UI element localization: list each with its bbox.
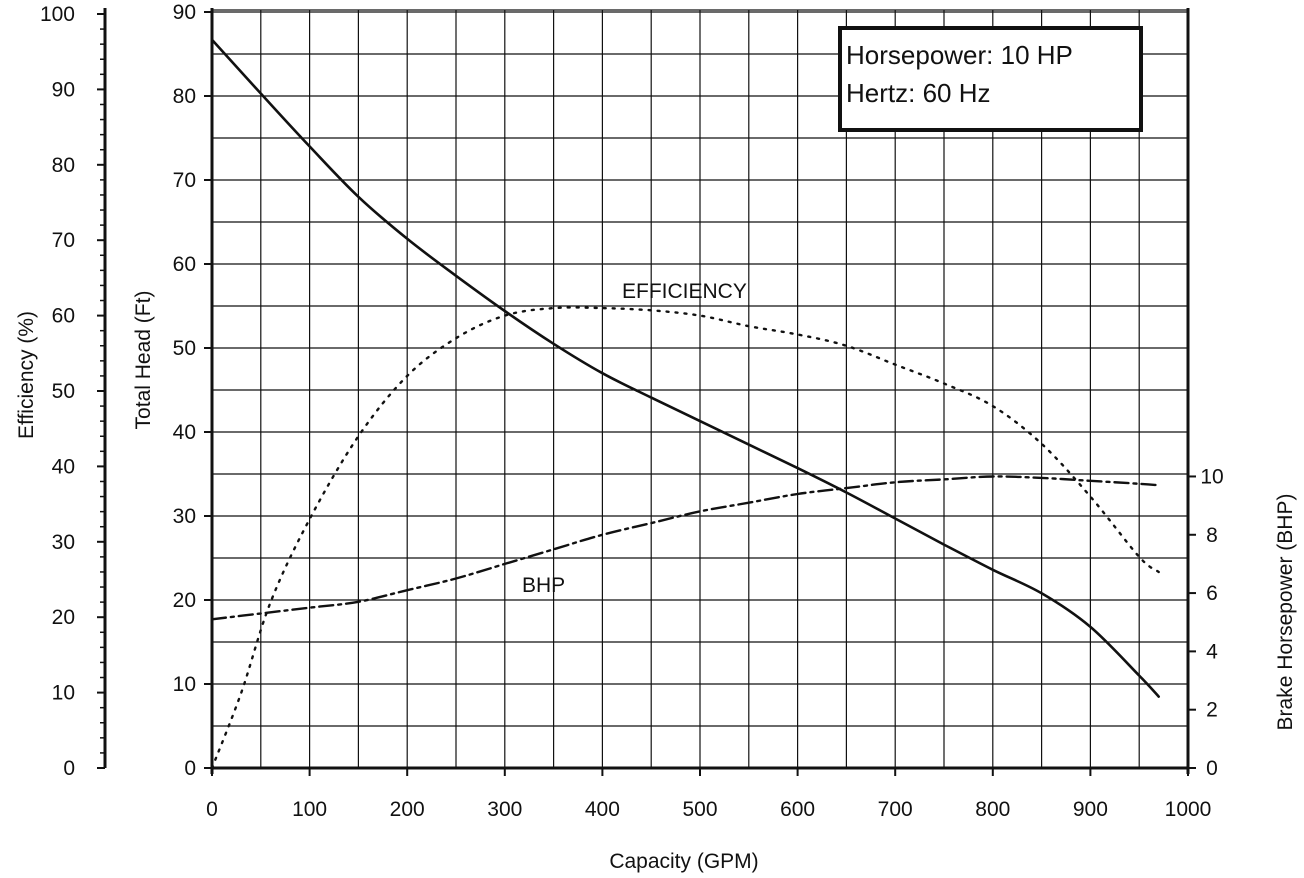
info-box-hertz: Hertz: 60 Hz: [846, 78, 991, 108]
bhp-tick-label: 8: [1206, 524, 1218, 547]
info-box-horsepower: Horsepower: 10 HP: [846, 40, 1073, 70]
x-tick-label: 900: [1073, 798, 1108, 821]
efficiency-tick-label: 90: [52, 78, 75, 101]
efficiency-curve: [210, 306, 1160, 770]
total-head-curve: [210, 38, 1160, 698]
info-box-frame: [838, 26, 1143, 132]
head-tick-label: 10: [173, 673, 196, 696]
axes: [97, 8, 1196, 776]
bhp-tick-label: 6: [1206, 582, 1218, 605]
x-tick-label: 300: [487, 798, 522, 821]
x-axis-title: Capacity (GPM): [609, 850, 758, 873]
head-tick-label: 30: [173, 505, 196, 528]
annotation-efficiency: EFFICIENCY: [622, 280, 747, 303]
bhp-curve: [210, 475, 1160, 621]
efficiency-tick-label: 20: [52, 606, 75, 629]
efficiency-tick-label: 50: [52, 380, 75, 403]
x-tick-label: 400: [585, 798, 620, 821]
x-tick-label: 1000: [1165, 798, 1212, 821]
tick-labels: 0 100 200 300 400 500 600 700 800 900 100001020304…: [40, 1, 1224, 821]
annotation-bhp: BHP: [522, 574, 565, 597]
head-tick-label: 80: [173, 85, 196, 108]
x-tick-label: 600: [780, 798, 815, 821]
head-tick-label: 20: [173, 589, 196, 612]
efficiency-tick-label: 70: [52, 229, 75, 252]
efficiency-tick-label: 100: [40, 3, 75, 26]
head-tick-label: 60: [173, 253, 196, 276]
bhp-tick-label: 10: [1200, 465, 1223, 488]
head-tick-label: 40: [173, 421, 196, 444]
head-tick-label: 90: [173, 1, 196, 24]
head-tick-label: 0: [184, 757, 196, 780]
x-tick-label: 200: [390, 798, 425, 821]
x-tick-label: 100: [292, 798, 327, 821]
series-group: [210, 38, 1160, 770]
x-tick-label: 800: [975, 798, 1010, 821]
head-tick-label: 70: [173, 169, 196, 192]
bhp-tick-label: 2: [1206, 699, 1218, 722]
x-tick-label: 500: [682, 798, 717, 821]
y-axis-title-head: Total Head (Ft): [132, 291, 155, 430]
efficiency-tick-label: 30: [52, 531, 75, 554]
bhp-tick-label: 0: [1206, 757, 1218, 780]
efficiency-tick-label: 60: [52, 305, 75, 328]
x-tick-label: 0: [206, 798, 218, 821]
efficiency-tick-label: 40: [52, 455, 75, 478]
y-axis-title-efficiency: Efficiency (%): [15, 311, 38, 439]
head-tick-label: 50: [173, 337, 196, 360]
y-axis-title-bhp: Brake Horsepower (BHP): [1274, 494, 1297, 731]
efficiency-tick-label: 80: [52, 154, 75, 177]
info-box: Horsepower: 10 HP Hertz: 60 Hz: [838, 26, 1143, 132]
x-tick-label: 700: [878, 798, 913, 821]
bhp-tick-label: 4: [1206, 640, 1218, 663]
efficiency-tick-label: 0: [63, 757, 75, 780]
efficiency-tick-label: 10: [52, 682, 75, 705]
